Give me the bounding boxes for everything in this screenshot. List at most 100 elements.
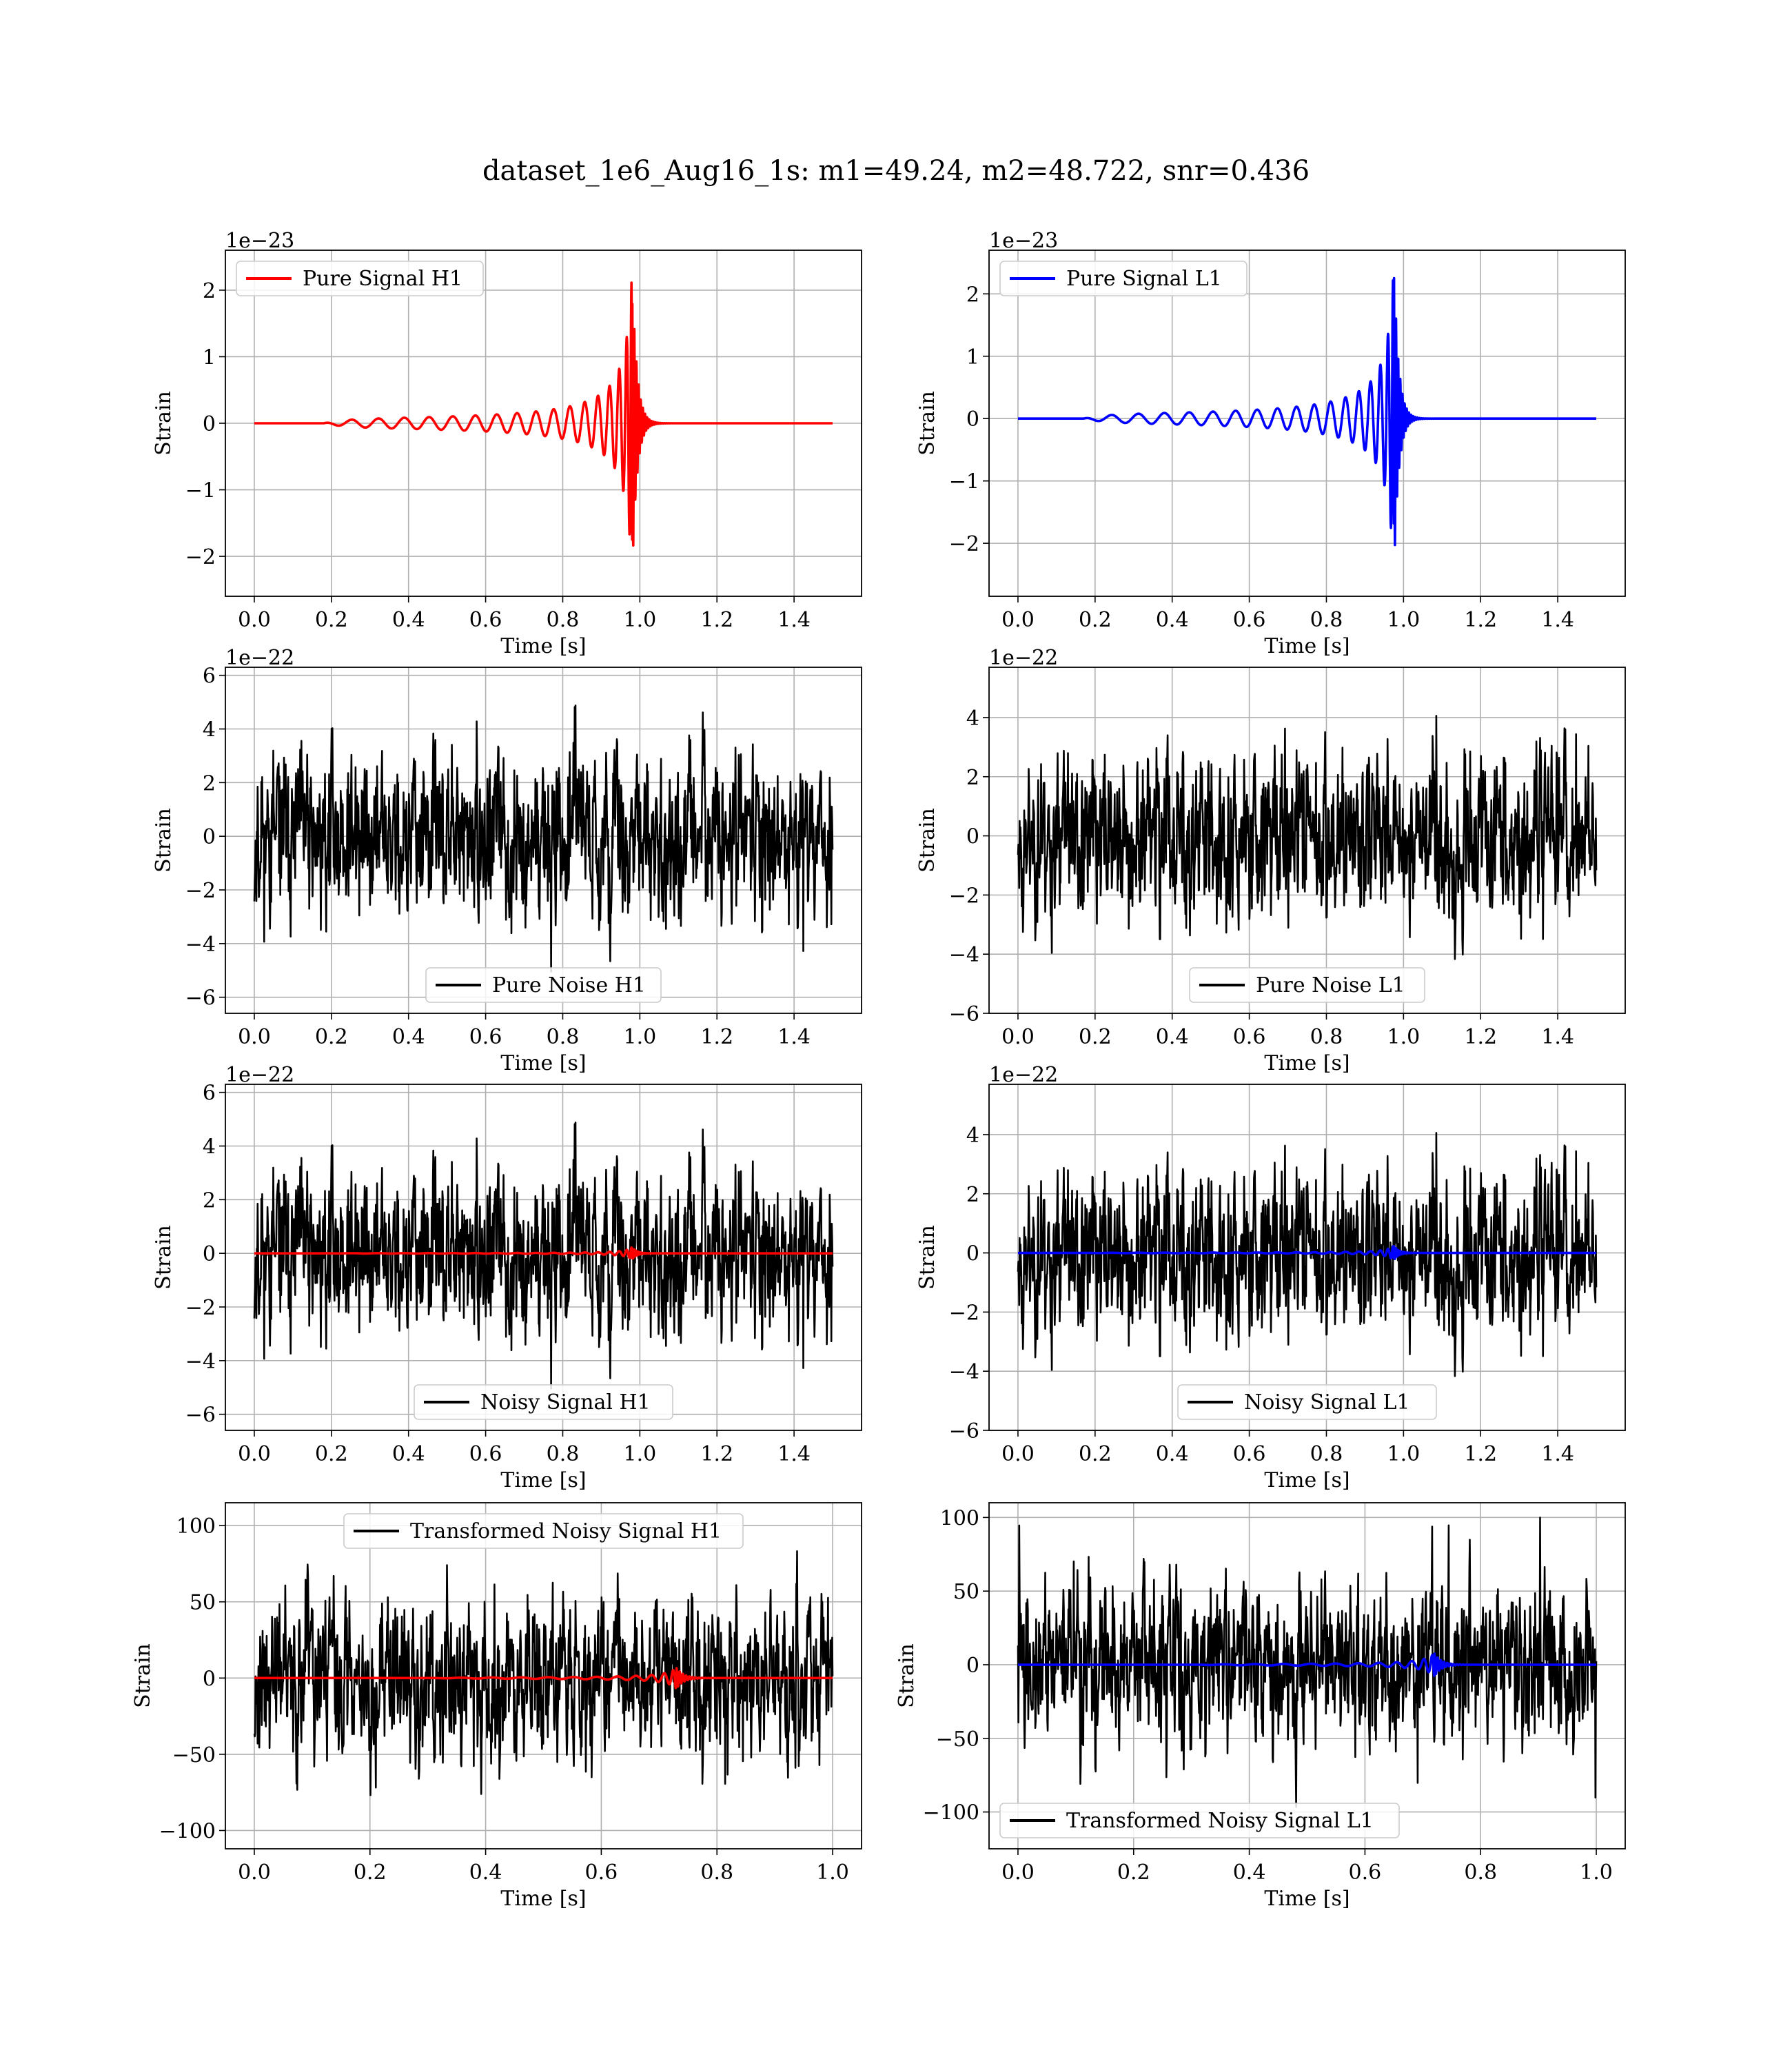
y-offset-label: 1e−22 bbox=[989, 646, 1058, 670]
x-tick-label: 0.2 bbox=[1079, 1442, 1112, 1466]
legend-box bbox=[999, 1803, 1400, 1838]
x-tick-label: 0.2 bbox=[315, 1025, 348, 1049]
y-tick-label: −1 bbox=[949, 470, 979, 494]
x-tick-label: 0.0 bbox=[238, 608, 271, 632]
x-tick-label: 0.2 bbox=[315, 1442, 348, 1466]
y-tick-label: 2 bbox=[966, 1183, 979, 1207]
series-line-transformed-noisy-signal-l1 bbox=[1017, 1517, 1598, 1808]
x-tick-label: 0.0 bbox=[1001, 1442, 1035, 1466]
legend-box bbox=[414, 1384, 673, 1420]
y-tick-label: −2 bbox=[185, 545, 216, 569]
y-offset-label: 1e−22 bbox=[225, 646, 294, 670]
y-tick-label: −4 bbox=[185, 1350, 216, 1374]
x-tick-label: 0.8 bbox=[547, 1442, 580, 1466]
chart-noisy-signal-h1: 0.0 0.2 0.4 0.6 0.8 1.0 1.2 1.4 −6 −4 −2 0 2 4 6 Time [… bbox=[152, 1063, 862, 1492]
legend-label: Pure Noise L1 bbox=[1256, 973, 1405, 997]
y-tick-label: 100 bbox=[940, 1506, 979, 1530]
x-axis-label: Time [s] bbox=[1264, 634, 1350, 658]
y-offset-label: 1e−22 bbox=[989, 1063, 1058, 1087]
y-tick-label: 1 bbox=[203, 345, 216, 369]
axes-frame bbox=[988, 250, 1626, 597]
legend-box bbox=[425, 967, 662, 1003]
chart-transformed-noisy-signal-h1: 0.0 0.2 0.4 0.6 0.8 1.0 −100 −50 0 50 100 Time [s] S… bbox=[131, 1502, 862, 1911]
x-axis-label: Time [s] bbox=[500, 1468, 586, 1492]
series-line-chirp-1 bbox=[1017, 1652, 1598, 1677]
chart-transformed-noisy-signal-l1: 0.0 0.2 0.4 0.6 0.8 1.0 −100 −50 0 50 100 Time [s] S… bbox=[895, 1502, 1626, 1911]
y-tick-label: 0 bbox=[966, 407, 979, 432]
y-tick-label: −2 bbox=[949, 884, 979, 908]
x-tick-label: 1.4 bbox=[777, 1442, 811, 1466]
x-tick-label: 0.2 bbox=[1079, 608, 1112, 632]
y-tick-label: 0 bbox=[203, 1242, 216, 1266]
series-line-chirp-1 bbox=[1017, 1245, 1598, 1261]
legend-label: Noisy Signal L1 bbox=[1244, 1390, 1409, 1415]
x-tick-label: 0.8 bbox=[547, 1025, 580, 1049]
x-tick-label: 1.4 bbox=[777, 608, 811, 632]
axes-frame bbox=[225, 250, 862, 597]
y-axis-label: Strain bbox=[131, 1643, 155, 1708]
axes-frame bbox=[225, 1502, 862, 1849]
legend-label: Transformed Noisy Signal H1 bbox=[410, 1519, 722, 1543]
x-axis-label: Time [s] bbox=[500, 634, 586, 658]
x-tick-label: 1.2 bbox=[700, 1025, 733, 1049]
y-offset-label: 1e−22 bbox=[225, 1063, 294, 1087]
x-tick-label: 0.0 bbox=[1001, 608, 1035, 632]
y-tick-label: 2 bbox=[966, 766, 979, 790]
x-tick-label: 0.2 bbox=[1117, 1861, 1150, 1885]
y-tick-label: −6 bbox=[185, 1403, 216, 1428]
x-tick-label: 0.6 bbox=[1233, 1025, 1266, 1049]
x-tick-label: 0.2 bbox=[1079, 1025, 1112, 1049]
y-tick-label: −100 bbox=[159, 1819, 216, 1843]
y-tick-label: 1 bbox=[966, 345, 979, 369]
x-axis-label: Time [s] bbox=[1264, 1887, 1350, 1911]
chart-noisy-signal-l1: 0.0 0.2 0.4 0.6 0.8 1.0 1.2 1.4 −6 −4 −2 0 2 4 Time [s… bbox=[915, 1063, 1626, 1492]
y-tick-label: 0 bbox=[203, 1667, 216, 1691]
x-axis-label: Time [s] bbox=[500, 1887, 586, 1911]
x-tick-label: 0.0 bbox=[1001, 1025, 1035, 1049]
x-tick-label: 0.4 bbox=[1156, 608, 1189, 632]
y-tick-label: −2 bbox=[949, 1301, 979, 1325]
x-tick-label: 1.0 bbox=[1387, 1025, 1420, 1049]
y-axis-label: Strain bbox=[915, 391, 939, 456]
series-line-chirp-1 bbox=[253, 1667, 834, 1690]
y-tick-label: −50 bbox=[936, 1727, 979, 1752]
x-tick-label: 1.2 bbox=[700, 608, 733, 632]
y-tick-label: 0 bbox=[966, 1654, 979, 1678]
y-tick-label: 0 bbox=[203, 825, 216, 849]
x-tick-label: 1.0 bbox=[1580, 1861, 1613, 1885]
series-line-noisy-signal-l1 bbox=[1017, 1132, 1598, 1377]
y-tick-label: −1 bbox=[185, 479, 216, 503]
axes-frame bbox=[988, 1084, 1626, 1431]
x-tick-label: 1.0 bbox=[623, 608, 656, 632]
y-axis-label: Strain bbox=[152, 1225, 176, 1290]
legend-label: Pure Signal L1 bbox=[1066, 267, 1222, 291]
x-tick-label: 1.2 bbox=[1464, 608, 1497, 632]
x-tick-label: 0.4 bbox=[1156, 1025, 1189, 1049]
legend-box bbox=[236, 261, 484, 296]
y-tick-label: 2 bbox=[203, 279, 216, 303]
plot-area bbox=[989, 250, 1625, 596]
y-tick-label: 0 bbox=[966, 1242, 979, 1266]
y-tick-label: −4 bbox=[185, 933, 216, 957]
axes-frame bbox=[988, 667, 1626, 1014]
x-tick-label: 0.4 bbox=[1156, 1442, 1189, 1466]
y-axis-label: Strain bbox=[152, 391, 176, 456]
chart-pure-noise-h1: 0.0 0.2 0.4 0.6 0.8 1.0 1.2 1.4 −6 −4 −2 0 2 4 6 Time [… bbox=[152, 646, 862, 1075]
y-tick-label: −4 bbox=[949, 1360, 979, 1384]
chart-pure-signal-h1: 0.0 0.2 0.4 0.6 0.8 1.0 1.2 1.4 −2 −1 0 1 2 Time [s] S… bbox=[152, 229, 862, 658]
legend-box bbox=[343, 1513, 744, 1549]
legend-label: Transformed Noisy Signal L1 bbox=[1066, 1809, 1374, 1833]
series-line-chirp-1 bbox=[253, 1246, 834, 1260]
x-axis-label: Time [s] bbox=[1264, 1051, 1350, 1075]
y-tick-label: −50 bbox=[172, 1743, 216, 1767]
y-tick-label: 2 bbox=[203, 1188, 216, 1213]
x-tick-label: 0.6 bbox=[585, 1861, 618, 1885]
y-tick-label: −2 bbox=[185, 879, 216, 903]
x-tick-label: 0.6 bbox=[469, 1025, 502, 1049]
x-tick-label: 0.0 bbox=[1001, 1861, 1035, 1885]
x-tick-label: 0.6 bbox=[1233, 608, 1266, 632]
y-tick-label: 0 bbox=[203, 412, 216, 436]
x-tick-label: 0.4 bbox=[392, 608, 425, 632]
y-tick-label: 4 bbox=[203, 718, 216, 742]
